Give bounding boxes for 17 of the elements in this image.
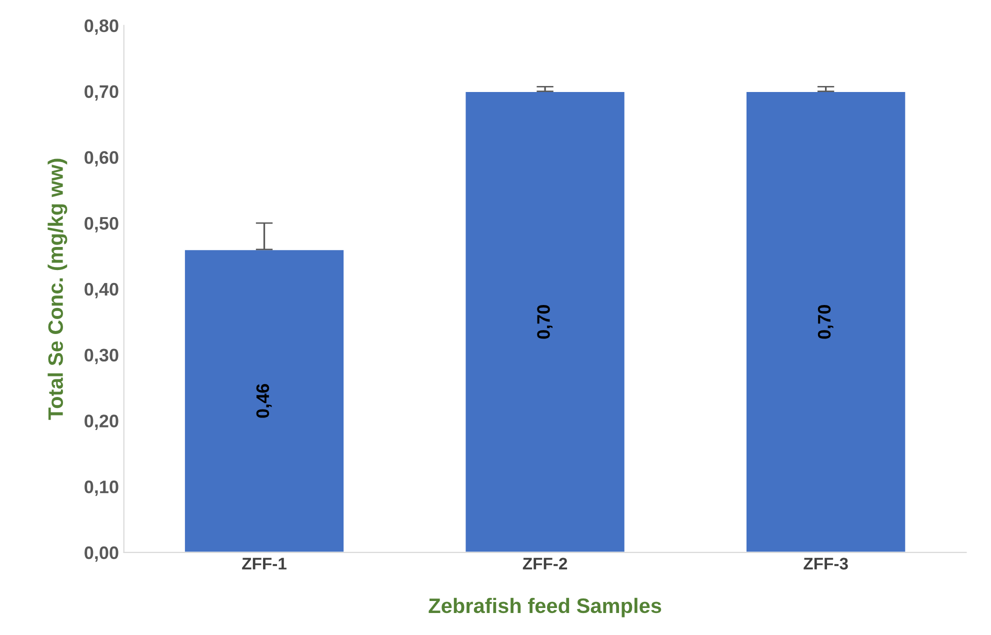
- y-tick-label: 0,80: [84, 19, 118, 35]
- data-label: 0,70: [818, 305, 834, 339]
- data-label: 0,70: [537, 305, 553, 339]
- y-axis-title: Total Se Conc. (mg/kg ww): [48, 158, 68, 420]
- x-axis-title: Zebrafish feed Samples: [428, 598, 662, 618]
- y-tick-label: 0,60: [84, 151, 118, 166]
- x-tick-label: ZFF-3: [804, 558, 848, 570]
- y-tick-label: 0,20: [84, 414, 118, 430]
- y-tick-label: 0,30: [84, 348, 118, 364]
- x-tick-label: ZFF-2: [522, 558, 568, 570]
- y-tick-label: 0,10: [84, 480, 118, 496]
- y-tick-label: 0,00: [84, 546, 118, 562]
- y-tick-label: 0,70: [84, 85, 118, 101]
- data-label: 0,46: [256, 384, 272, 418]
- y-tick-label: 0,40: [84, 282, 118, 298]
- x-tick-label: ZFF-1: [242, 558, 286, 570]
- y-tick-label: 0,50: [84, 216, 118, 232]
